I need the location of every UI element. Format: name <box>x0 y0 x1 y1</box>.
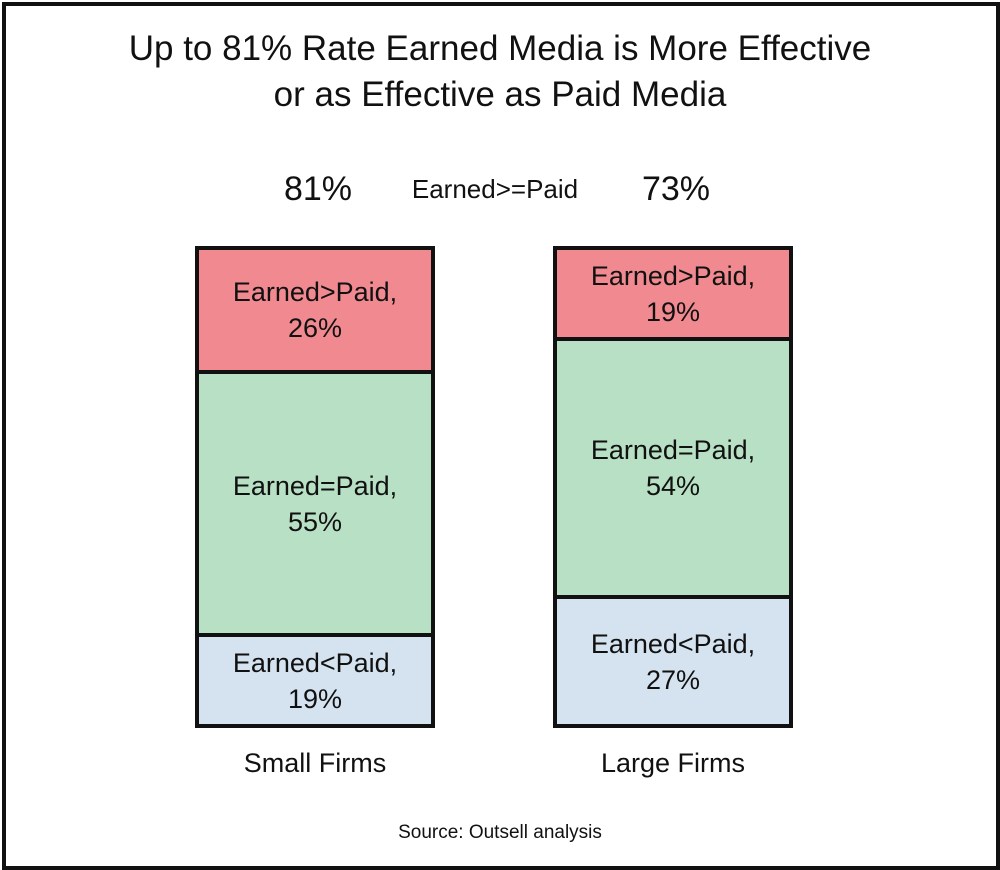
large-earned-lt-paid-value: 27% <box>645 664 701 695</box>
chart-title: Up to 81% Rate Earned Media is More Effe… <box>0 26 1000 118</box>
small-earned-eq-paid-label: Earned=Paid, <box>232 470 398 501</box>
small-firms-category-label: Small Firms <box>243 748 387 778</box>
small-firms-bar: Earned>Paid, 26% Earned=Paid, 55% Earned… <box>195 246 435 728</box>
large-firms-bar: Earned>Paid, 19% Earned=Paid, 54% Earned… <box>553 246 793 728</box>
small-earned-eq-paid-segment: Earned=Paid, 55% <box>195 370 435 637</box>
large-earned-lt-paid-segment: Earned<Paid, 27% <box>553 595 793 728</box>
large-earned-gt-paid-label: Earned>Paid, <box>590 260 756 291</box>
large-firms-category-label: Large Firms <box>600 748 746 778</box>
large-earned-eq-paid-label: Earned=Paid, <box>590 435 756 465</box>
chart-title-line2: or as Effective as Paid Media <box>273 75 727 114</box>
large-earned-eq-paid-value: 54% <box>645 471 701 501</box>
small-firms-total-label: 81% <box>283 170 353 208</box>
large-earned-eq-paid-segment: Earned=Paid, 54% <box>553 337 793 599</box>
small-earned-lt-paid-value: 19% <box>287 683 343 714</box>
large-firms-total-label: 73% <box>641 170 711 208</box>
large-earned-gt-paid-segment: Earned>Paid, 19% <box>553 246 793 341</box>
small-earned-gt-paid-value: 26% <box>287 313 343 343</box>
chart-title-line1: Up to 81% Rate Earned Media is More Effe… <box>128 29 872 68</box>
small-earned-eq-paid-value: 55% <box>287 506 343 537</box>
small-earned-lt-paid-label: Earned<Paid, <box>232 647 398 678</box>
small-earned-lt-paid-segment: Earned<Paid, 19% <box>195 633 435 728</box>
small-earned-gt-paid-segment: Earned>Paid, 26% <box>195 246 435 374</box>
source-note: Source: Outsell analysis <box>398 822 602 843</box>
large-earned-lt-paid-label: Earned<Paid, <box>590 628 756 659</box>
summary-label: Earned>=Paid <box>411 174 579 204</box>
small-earned-gt-paid-label: Earned>Paid, <box>232 277 398 307</box>
large-earned-gt-paid-value: 19% <box>645 296 701 327</box>
